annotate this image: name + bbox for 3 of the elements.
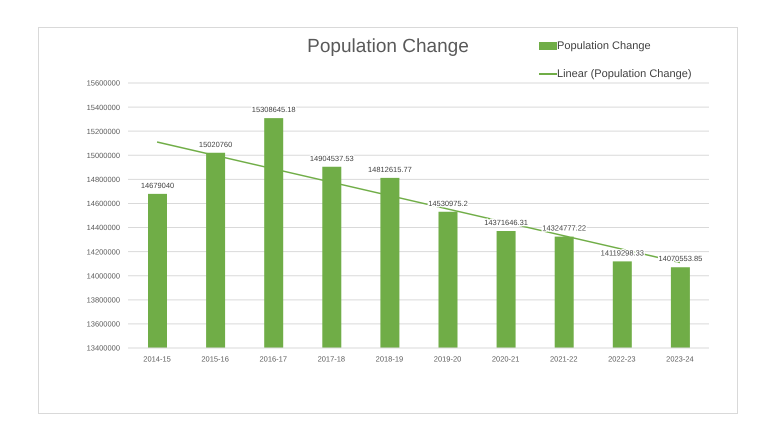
- legend-label: Population Change: [557, 40, 651, 52]
- chart-title: Population Change: [307, 36, 469, 57]
- legend-label: Linear (Population Change): [557, 68, 692, 80]
